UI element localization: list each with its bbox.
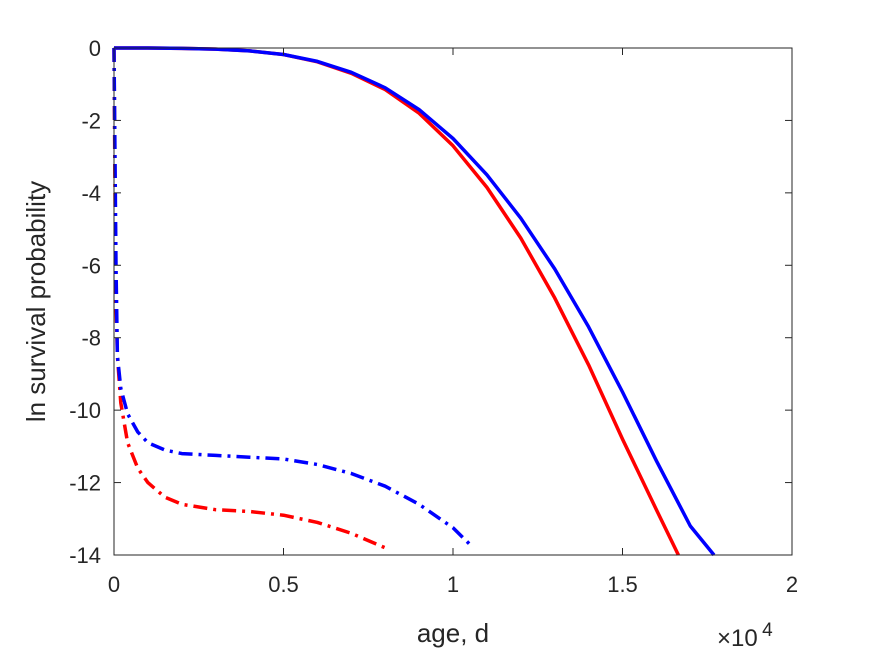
y-tick-label: -8	[81, 326, 101, 351]
y-tick-label: -14	[69, 543, 101, 568]
x-tick-label: 0	[108, 572, 120, 597]
y-axis-label: ln survival probability	[21, 181, 51, 422]
series-line-3	[112, 47, 390, 552]
x-tick-label: 0.5	[268, 572, 299, 597]
x-exponent-base: ×10	[717, 625, 758, 652]
series-line-4	[112, 47, 475, 550]
ticks-layer: 0 0.5 1 1.5 2 0 -2 -4 -6 -8 -10 -12 -14	[69, 36, 798, 597]
x-axis-exponent: ×10 4	[717, 620, 773, 652]
series-line-2	[114, 46, 716, 557]
x-tick-label: 1.5	[607, 572, 638, 597]
y-tick-label: -10	[69, 398, 101, 423]
x-tick-label: 2	[786, 572, 798, 597]
series-line-1	[114, 46, 680, 556]
x-tick-label: 1	[447, 572, 459, 597]
series-layer	[112, 46, 716, 557]
y-tick-label: -6	[81, 253, 101, 278]
y-tick-label: -2	[81, 108, 101, 133]
x-exponent-power: 4	[762, 620, 773, 641]
plot-frame	[113, 47, 793, 556]
y-tick-label: -12	[69, 471, 101, 496]
x-axis-label: age, d	[417, 618, 489, 648]
y-tick-label: 0	[89, 36, 101, 61]
y-tick-label: -4	[81, 181, 101, 206]
